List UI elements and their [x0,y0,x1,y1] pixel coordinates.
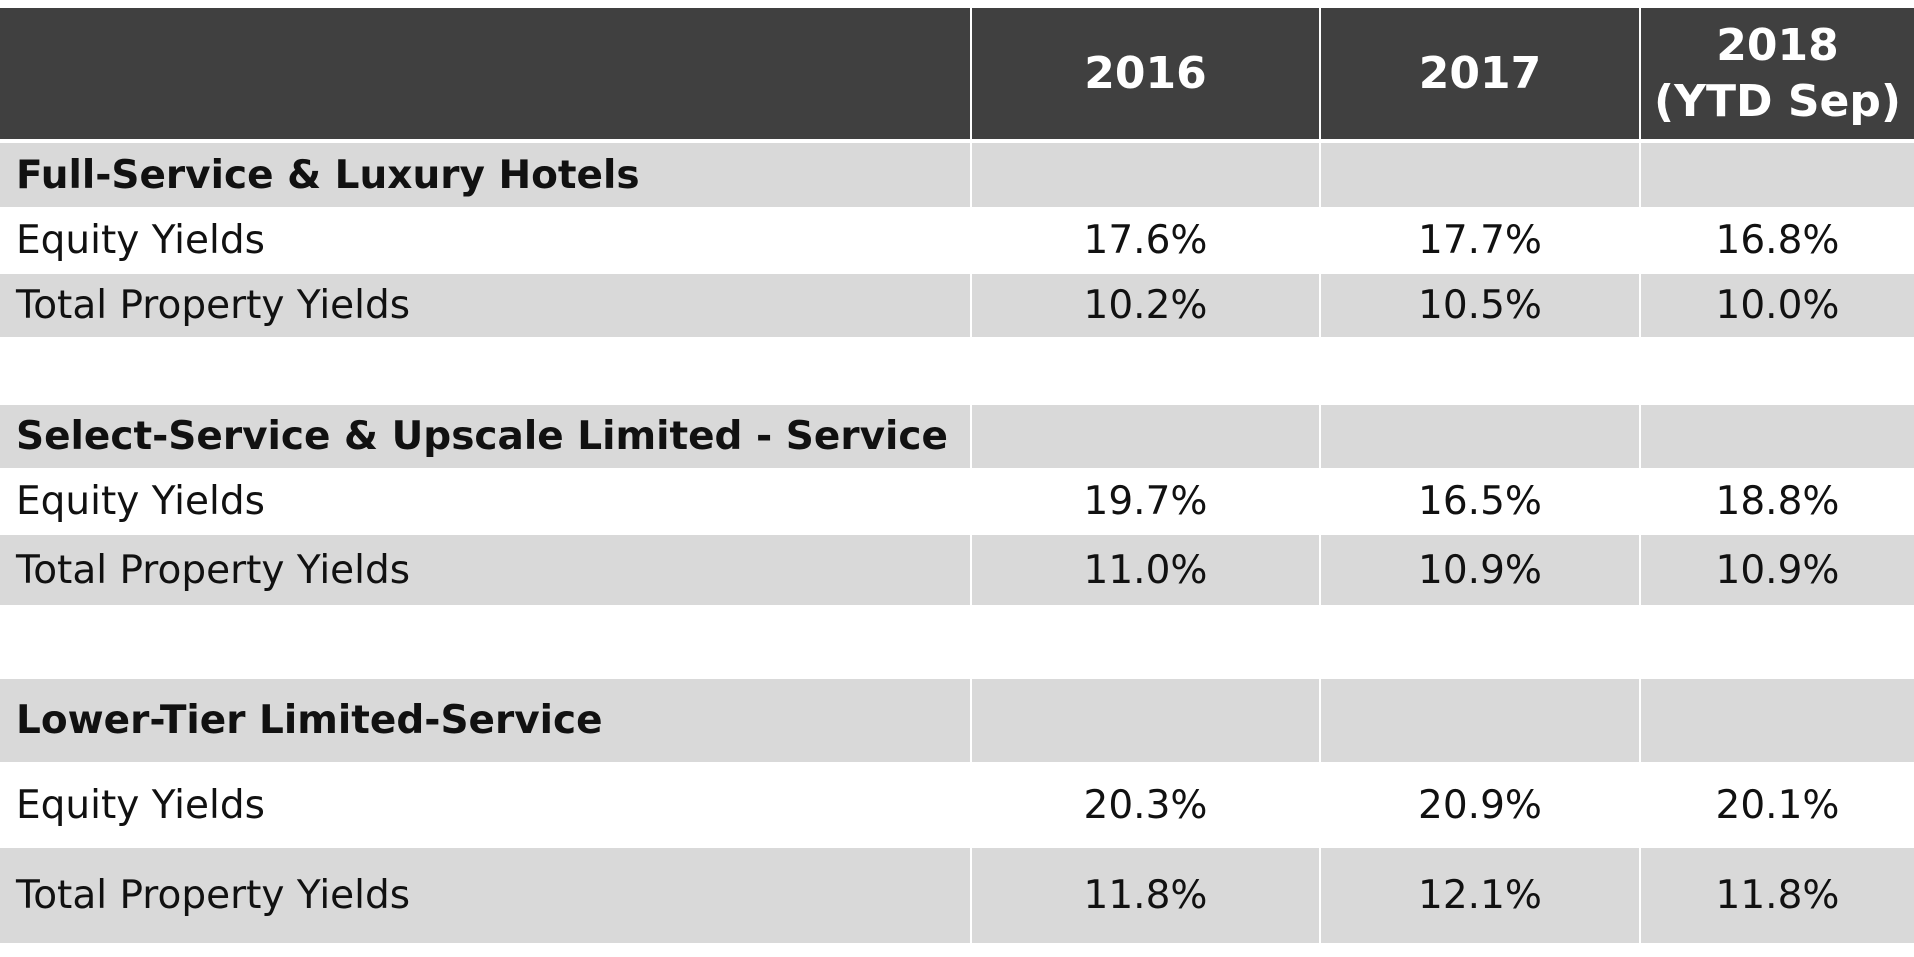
value-2018: 11.8% [1639,848,1914,943]
group-empty-cell [1319,141,1641,207]
value-2018: 18.8% [1639,468,1914,535]
table-row: Total Property Yields 11.0% 10.9% 10.9% [0,535,1914,605]
value-2017: 12.1% [1319,848,1641,943]
table-row: Equity Yields 17.6% 17.7% 16.8% [0,207,1914,274]
header-year-2017: 2017 [1319,8,1641,143]
header-year-2018: 2018 (YTD Sep) [1639,8,1914,143]
value-2016: 20.3% [970,762,1321,848]
header-label-cell [0,8,972,143]
row-label: Total Property Yields [0,848,972,943]
group-empty-cell [1639,141,1914,207]
group-empty-cell [970,141,1321,207]
row-label: Total Property Yields [0,535,972,605]
group-row: Full-Service & Luxury Hotels [0,141,1914,207]
top-padding [0,0,1914,8]
header-year-2018-line1: 2018 [1716,19,1839,71]
value-2016: 17.6% [970,207,1321,274]
value-2017: 10.5% [1319,274,1641,337]
row-label: Equity Yields [0,468,972,535]
table-row: Total Property Yields 10.2% 10.5% 10.0% [0,274,1914,337]
group-title: Full-Service & Luxury Hotels [0,141,972,207]
table-row: Equity Yields 19.7% 16.5% 18.8% [0,468,1914,535]
value-2018: 10.0% [1639,274,1914,337]
group-title: Lower-Tier Limited-Service [0,679,972,762]
value-2018: 10.9% [1639,535,1914,605]
row-label: Equity Yields [0,762,972,848]
group-empty-cell [1639,679,1914,762]
table-row: Equity Yields 20.3% 20.9% 20.1% [0,762,1914,848]
table-row: Total Property Yields 11.8% 12.1% 11.8% [0,848,1914,943]
group-title: Select-Service & Upscale Limited - Servi… [0,405,972,468]
value-2018: 16.8% [1639,207,1914,274]
value-2017: 17.7% [1319,207,1641,274]
header-row: 2016 2017 2018 (YTD Sep) [0,8,1914,143]
header-year-2016: 2016 [970,8,1321,143]
group-empty-cell [1319,405,1641,468]
value-2016: 11.0% [970,535,1321,605]
value-2016: 19.7% [970,468,1321,535]
value-2016: 11.8% [970,848,1321,943]
group-empty-cell [970,405,1321,468]
header-year-2018-line2: (YTD Sep) [1654,75,1901,127]
row-label: Equity Yields [0,207,972,274]
value-2017: 16.5% [1319,468,1641,535]
value-2017: 10.9% [1319,535,1641,605]
group-empty-cell [1319,679,1641,762]
value-2017: 20.9% [1319,762,1641,848]
group-empty-cell [1639,405,1914,468]
value-2016: 10.2% [970,274,1321,337]
spacer [0,605,1914,679]
value-2018: 20.1% [1639,762,1914,848]
group-row: Lower-Tier Limited-Service [0,679,1914,762]
group-empty-cell [970,679,1321,762]
row-label: Total Property Yields [0,274,972,337]
spacer [0,337,1914,405]
group-row: Select-Service & Upscale Limited - Servi… [0,405,1914,468]
